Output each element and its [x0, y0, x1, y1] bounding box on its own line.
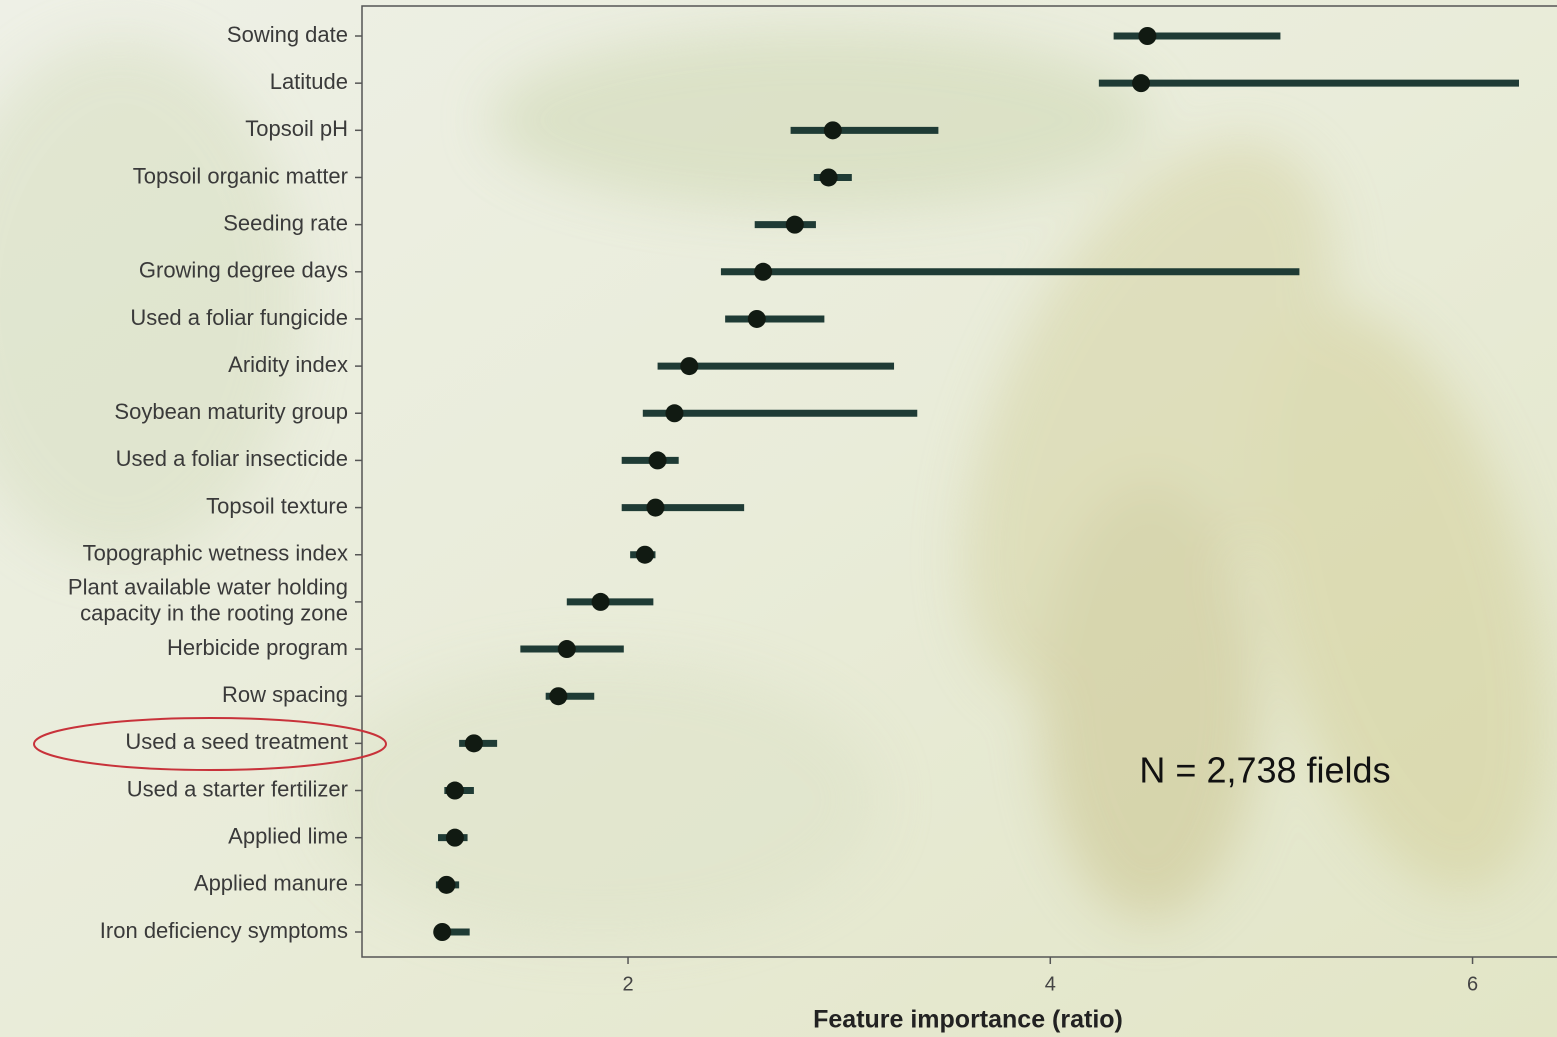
x-tick-label: 2 [622, 973, 633, 995]
point [649, 451, 667, 469]
page: {"chart_data": {"type": "dotinterval", "… [0, 0, 1557, 1037]
y-tick-label: Used a starter fertilizer [127, 776, 348, 801]
y-tick-label: Latitude [270, 69, 348, 94]
y-tick-label: Used a seed treatment [125, 729, 348, 754]
y-tick-label: Used a foliar insecticide [116, 446, 348, 471]
x-axis-title: Feature importance (ratio) [813, 1006, 1123, 1034]
y-tick-label: Soybean maturity group [114, 399, 348, 424]
y-tick-label: Topographic wetness index [83, 541, 348, 566]
y-tick-label: Seeding rate [223, 210, 348, 235]
chart: N = 2,738 fields Feature importance (rat… [0, 0, 1557, 1037]
point [558, 640, 576, 658]
y-tick-label: Row spacing [222, 682, 348, 707]
point [549, 687, 567, 705]
point [820, 168, 838, 186]
point [1132, 74, 1150, 92]
y-tick-label: capacity in the rooting zone [80, 601, 348, 626]
point [646, 499, 664, 517]
point [665, 404, 683, 422]
point [446, 829, 464, 847]
point [446, 782, 464, 800]
point [824, 121, 842, 139]
y-tick-label: Topsoil texture [206, 493, 348, 518]
y-tick-label: Herbicide program [167, 635, 348, 660]
point [465, 734, 483, 752]
y-tick-label: Growing degree days [139, 258, 348, 283]
point [680, 357, 698, 375]
point [1138, 27, 1156, 45]
y-tick-label: Applied manure [194, 871, 348, 896]
y-tick-label: Topsoil pH [245, 116, 348, 141]
point [433, 923, 451, 941]
x-tick-label: 6 [1467, 973, 1478, 995]
point [748, 310, 766, 328]
point [636, 546, 654, 564]
point [592, 593, 610, 611]
y-tick-label: Used a foliar fungicide [130, 305, 348, 330]
point [786, 216, 804, 234]
y-tick-label: Aridity index [228, 352, 348, 377]
point [437, 876, 455, 894]
y-tick-label: Iron deficiency symptoms [100, 918, 348, 943]
y-tick-label: Sowing date [227, 22, 348, 47]
annotation: N = 2,738 fields [1139, 750, 1390, 791]
point [754, 263, 772, 281]
y-tick-label: Applied lime [228, 823, 348, 848]
x-tick-label: 4 [1045, 973, 1056, 995]
y-tick-label: Plant available water holding [68, 575, 348, 600]
y-tick-label: Topsoil organic matter [133, 163, 348, 188]
